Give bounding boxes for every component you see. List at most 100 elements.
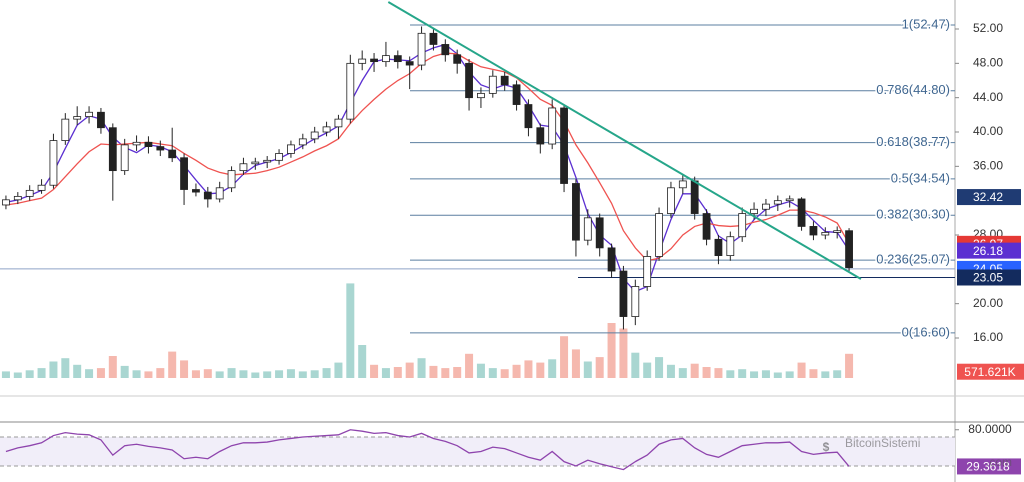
- candle-body: [382, 55, 390, 63]
- candle-body: [809, 226, 818, 236]
- volume-bar: [821, 371, 830, 378]
- candle-body: [690, 180, 699, 214]
- volume-bar: [512, 364, 521, 378]
- y-tick-label: 36.00: [973, 159, 1003, 173]
- candle-body: [738, 213, 747, 238]
- candle-body: [73, 116, 82, 120]
- candle-body: [631, 286, 640, 317]
- candle-body: [785, 198, 794, 202]
- volume-bar: [275, 370, 284, 378]
- rsi-line: [5, 429, 850, 471]
- candle-body: [239, 163, 248, 172]
- fib-label: 0.786(44.80): [876, 82, 950, 97]
- volume-bar: [761, 370, 770, 378]
- candle-body: [429, 32, 438, 45]
- y-tick-label: 52.00: [973, 21, 1003, 35]
- volume-bar: [156, 368, 165, 378]
- volume-bar: [690, 363, 699, 378]
- volume-bar: [785, 371, 794, 378]
- y-tick-label: 16.00: [973, 330, 1003, 344]
- price-badge: [957, 189, 1021, 206]
- volume-bar: [619, 328, 628, 378]
- candle-body: [441, 44, 450, 56]
- candle-body: [488, 75, 497, 94]
- candle-body: [97, 111, 105, 129]
- volume-bar: [108, 356, 117, 378]
- volume-bar: [322, 368, 331, 378]
- y-tick-label: 40.00: [973, 124, 1003, 138]
- candle-body: [797, 198, 806, 227]
- candle-body: [61, 118, 70, 141]
- volume-bar: [85, 369, 94, 378]
- candle-body: [203, 191, 212, 200]
- y-tick-label: 20.00: [973, 296, 1003, 310]
- volume-bar: [73, 364, 82, 378]
- candle-body: [346, 62, 355, 120]
- candle-body: [156, 146, 165, 151]
- candle-body: [192, 189, 200, 193]
- volume-bar: [1, 371, 10, 378]
- candle-body: [833, 230, 842, 233]
- candle-body: [298, 138, 307, 146]
- candle-body: [49, 140, 58, 186]
- candle-body: [607, 247, 616, 272]
- volume-bar: [263, 371, 272, 378]
- candle-body: [821, 232, 830, 236]
- price-badge-label: 23.05: [973, 271, 1003, 285]
- candle-body: [275, 153, 283, 161]
- volume-bar: [809, 369, 818, 378]
- candle-body: [263, 159, 272, 163]
- price-badge-label: 26.18: [973, 244, 1003, 258]
- volume-bar: [500, 369, 509, 378]
- volume-bar: [643, 362, 652, 378]
- candle-body: [358, 58, 367, 64]
- volume-bar: [453, 367, 462, 378]
- candle-body: [287, 144, 295, 154]
- candle-body: [560, 107, 568, 184]
- volume-bar: [714, 368, 723, 378]
- volume-bar: [441, 368, 450, 378]
- volume-bar: [334, 362, 343, 378]
- fib-label: 0(16.60): [902, 324, 950, 339]
- candle-body: [512, 84, 521, 105]
- volume-bar: [524, 360, 533, 378]
- volume-bar: [239, 370, 248, 378]
- rsi-tick-label: 80.0000: [968, 422, 1012, 436]
- candle-body: [322, 126, 331, 133]
- candle-body: [595, 217, 604, 249]
- candle-body: [845, 230, 853, 269]
- volume-bar: [845, 353, 854, 378]
- candle-body: [180, 157, 188, 190]
- watermark: $ BitcoinSistemi .com: [823, 436, 1012, 469]
- candle-body: [251, 161, 260, 165]
- volume-bar: [702, 367, 711, 378]
- volume-bar: [773, 372, 782, 378]
- volume-bar: [429, 365, 438, 378]
- candle-body: [750, 208, 758, 214]
- volume-bar: [49, 361, 58, 378]
- volume-bar: [251, 372, 260, 378]
- candle-body: [120, 144, 129, 172]
- volume-bar: [13, 372, 22, 378]
- candle-body: [453, 54, 462, 64]
- price-badge: [957, 269, 1021, 286]
- volume-badge-label: 571.621K: [964, 365, 1015, 379]
- volume-bar: [678, 368, 687, 378]
- volume-bar: [595, 357, 604, 378]
- volume-bar: [346, 283, 355, 378]
- volume-bar: [25, 370, 34, 378]
- volume-bar: [797, 362, 806, 378]
- candle-body: [37, 184, 46, 191]
- candle-body: [619, 270, 628, 317]
- candle-body: [726, 236, 735, 257]
- y-tick-label: 48.00: [973, 56, 1003, 70]
- volume-bar: [666, 364, 675, 378]
- volume-bar: [298, 371, 307, 378]
- candle-body: [762, 203, 770, 210]
- volume-bar: [476, 363, 485, 378]
- candle-body: [417, 32, 426, 66]
- candle-body: [477, 92, 485, 99]
- volume-bar: [61, 358, 70, 378]
- candle-body: [144, 141, 153, 147]
